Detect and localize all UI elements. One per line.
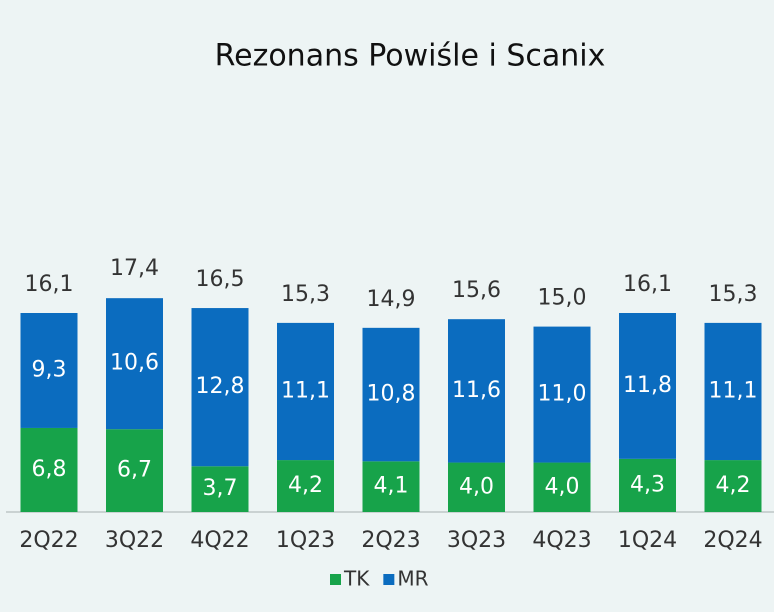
x-tick-label: 2Q22 — [19, 528, 78, 553]
x-tick-label: 4Q23 — [532, 528, 591, 553]
bar-segment — [704, 460, 762, 512]
bar-segment — [277, 460, 334, 512]
value-label: 4,1 — [374, 474, 409, 499]
value-label: 11,0 — [538, 382, 587, 407]
bar-segment — [448, 462, 505, 512]
bar-segment — [619, 313, 676, 459]
value-label: 4,3 — [630, 472, 665, 497]
value-label: 9,3 — [32, 357, 67, 382]
x-tick-label: 1Q24 — [618, 528, 677, 553]
bar-segment — [619, 458, 676, 512]
x-tick-label: 1Q23 — [276, 528, 335, 553]
total-label: 16,1 — [623, 272, 672, 297]
value-label: 4,0 — [545, 474, 580, 499]
x-tick-label: 3Q23 — [447, 528, 506, 553]
total-label: 15,0 — [538, 286, 587, 311]
bar-segment — [106, 298, 163, 430]
total-label: 16,1 — [25, 272, 74, 297]
bar-segment — [277, 322, 334, 461]
bar-segment — [533, 462, 591, 512]
value-label: 11,8 — [623, 373, 672, 398]
value-label: 6,8 — [32, 457, 67, 482]
total-label: 15,3 — [709, 282, 758, 307]
value-label: 4,2 — [288, 473, 323, 498]
x-tick-label: 2Q24 — [703, 528, 762, 553]
bar-segment — [191, 466, 249, 512]
bar-segment — [20, 427, 78, 512]
value-label: 6,7 — [117, 458, 152, 483]
x-tick-label: 4Q22 — [190, 528, 249, 553]
chart-title: Rezonans Powiśle i Scanix — [215, 39, 606, 74]
x-tick-label: 3Q22 — [105, 528, 164, 553]
value-label: 11,1 — [281, 378, 330, 403]
value-label: 4,2 — [716, 473, 751, 498]
bar-segment — [448, 319, 505, 463]
bar-segment — [533, 326, 591, 463]
bar-segment — [20, 313, 78, 428]
value-label: 11,1 — [709, 378, 758, 403]
legend-label: TK — [343, 567, 370, 591]
total-label: 16,5 — [196, 267, 245, 292]
bar-segment — [704, 322, 762, 461]
total-label: 15,3 — [281, 282, 330, 307]
legend-label: MR — [397, 567, 428, 591]
value-label: 4,0 — [459, 474, 494, 499]
value-label: 3,7 — [203, 476, 238, 501]
bar-segment — [106, 429, 163, 512]
bar-segment — [362, 461, 420, 512]
total-label: 17,4 — [110, 256, 159, 281]
legend-swatch — [330, 574, 341, 585]
total-label: 15,6 — [452, 278, 501, 303]
value-label: 11,6 — [452, 378, 501, 403]
x-tick-label: 2Q23 — [361, 528, 420, 553]
total-label: 14,9 — [367, 287, 416, 312]
value-label: 10,6 — [110, 351, 159, 376]
value-label: 12,8 — [196, 374, 245, 399]
value-label: 10,8 — [367, 382, 416, 407]
bar-segment — [191, 308, 249, 467]
bar-segment — [362, 327, 420, 462]
legend-swatch — [383, 574, 395, 585]
